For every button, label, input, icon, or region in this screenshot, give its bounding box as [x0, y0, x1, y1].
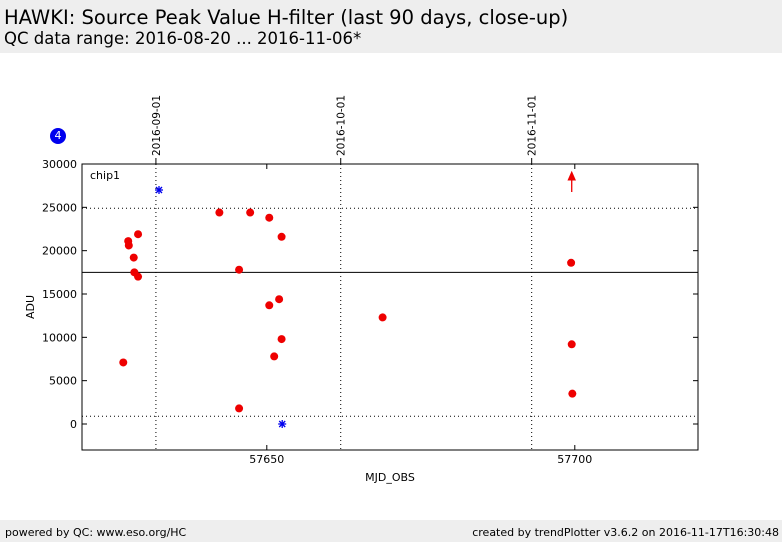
y-tick-label: 15000 [42, 288, 77, 301]
plot-index-badge: 4 [50, 128, 66, 144]
data-point [134, 272, 143, 281]
data-point [235, 265, 244, 274]
data-point [246, 208, 255, 217]
data-range-subtitle: QC data range: 2016-08-20 ... 2016-11-06… [4, 29, 362, 48]
data-point [277, 335, 286, 344]
footer: powered by QC: www.eso.org/HC created by… [0, 520, 782, 542]
y-tick-label: 25000 [42, 201, 77, 214]
data-point [567, 340, 576, 349]
data-point [568, 389, 577, 398]
data-point [265, 301, 274, 310]
header: HAWKI: Source Peak Value H-filter (last … [0, 0, 782, 53]
data-point [235, 404, 244, 413]
footer-created: created by trendPlotter v3.6.2 on 2016-1… [472, 526, 779, 539]
y-tick-label: 0 [70, 418, 77, 431]
data-point [119, 358, 128, 367]
data-point [265, 213, 274, 222]
date-marker-label: 2016-11-01 [527, 95, 539, 156]
date-marker-label: 2016-10-01 [336, 95, 348, 156]
plot-frame [81, 163, 699, 451]
x-axis-label: MJD_OBS [365, 471, 415, 484]
footer-credit: powered by QC: www.eso.org/HC [5, 526, 187, 539]
y-tick-label: 10000 [42, 331, 77, 344]
y-tick-label: 20000 [42, 245, 77, 258]
y-tick-label: 30000 [42, 158, 77, 171]
outlier-point [278, 420, 287, 428]
y-axis-label: ADU [24, 295, 37, 319]
data-point [275, 295, 284, 304]
data-point [378, 313, 387, 322]
outlier-point [155, 186, 163, 194]
data-point [129, 253, 138, 262]
y-tick-label: 5000 [49, 375, 77, 388]
data-point [270, 352, 279, 361]
x-tick-label: 57650 [249, 453, 284, 466]
data-point [277, 232, 286, 241]
data-point [215, 208, 224, 217]
page-title: HAWKI: Source Peak Value H-filter (last … [4, 6, 569, 29]
panel-label: chip1 [90, 169, 120, 182]
off-scale-arrow [567, 170, 576, 192]
x-tick-label: 57700 [557, 453, 592, 466]
data-point [134, 230, 143, 239]
data-point [567, 258, 576, 267]
date-marker-label: 2016-09-01 [151, 95, 163, 156]
data-point [124, 241, 133, 250]
